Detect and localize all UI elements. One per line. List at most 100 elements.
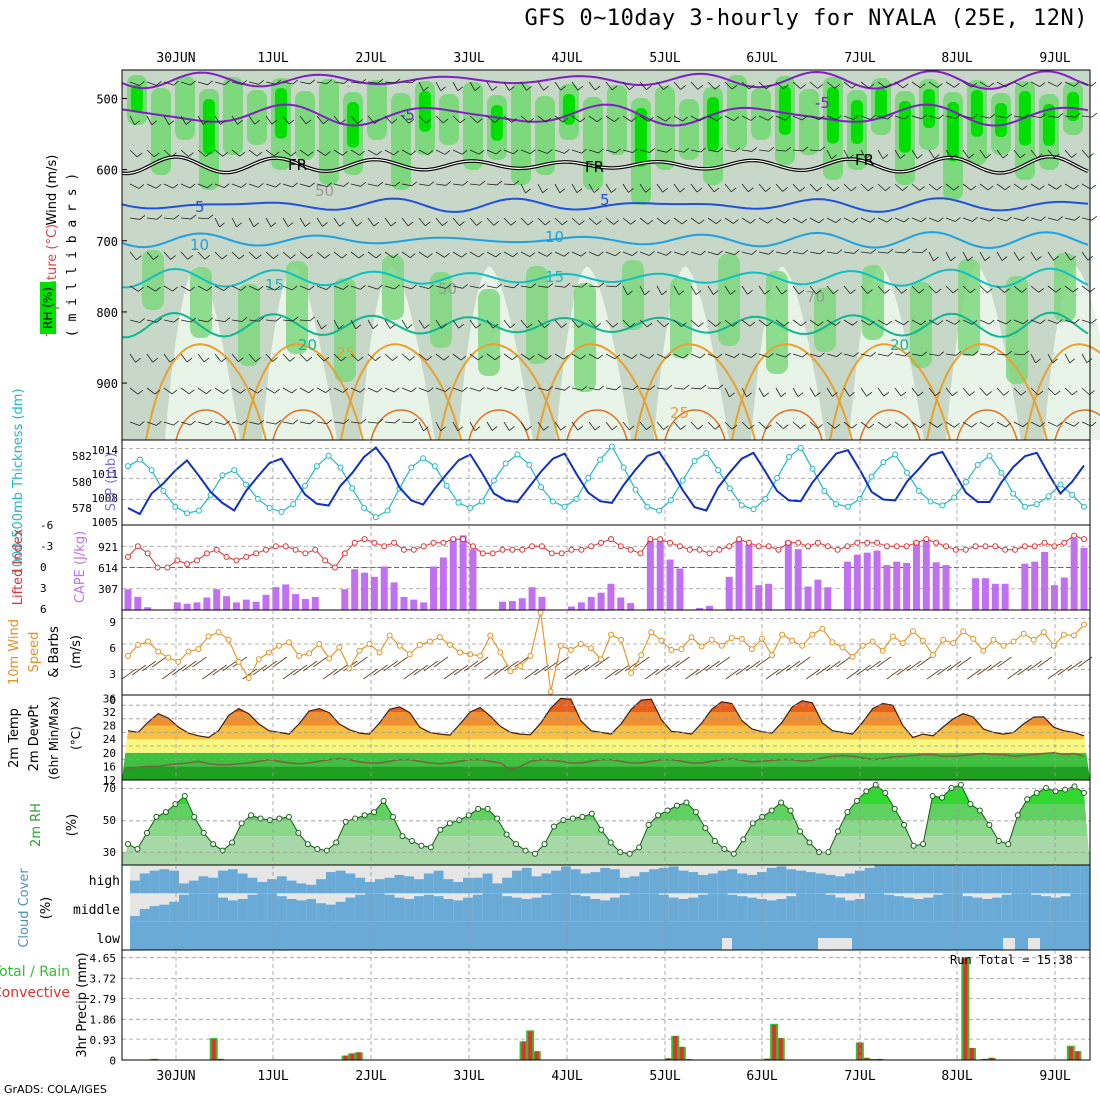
cloud-high-bar bbox=[188, 880, 200, 894]
wind-barb bbox=[967, 256, 974, 262]
wind-barb bbox=[214, 251, 223, 260]
wind-barb bbox=[639, 149, 650, 153]
wind-barb bbox=[537, 319, 545, 328]
rh-saturated-region bbox=[635, 108, 647, 167]
cloud-low-bar bbox=[835, 921, 846, 950]
wind-barb bbox=[299, 81, 310, 85]
precip-tick-label: 3.72 bbox=[90, 973, 117, 986]
wind-barb bbox=[401, 183, 412, 187]
cloud-middle-bar bbox=[766, 900, 778, 922]
wind-barb bbox=[537, 251, 548, 257]
wind-barb bbox=[758, 285, 766, 295]
wind-barb bbox=[537, 115, 547, 123]
precip-convective-bar bbox=[350, 1053, 355, 1060]
cloud-high-bar bbox=[952, 865, 964, 894]
wind-barb bbox=[129, 387, 139, 395]
wind-barb bbox=[588, 353, 598, 360]
wind-barb-10m bbox=[312, 656, 328, 668]
wind-barb bbox=[435, 81, 441, 92]
cloud-gap bbox=[286, 865, 298, 894]
wind-barb bbox=[493, 221, 500, 226]
lifted-index-marker bbox=[568, 546, 575, 553]
thickness-marker bbox=[467, 505, 474, 511]
wind-barb bbox=[545, 117, 552, 123]
cape-bar bbox=[735, 540, 743, 610]
cape-bar bbox=[617, 597, 625, 610]
wind-barb bbox=[435, 353, 445, 361]
wind-barb bbox=[877, 285, 885, 294]
wind-speed-marker bbox=[618, 636, 625, 643]
wind-barb bbox=[316, 81, 327, 85]
wind-speed-marker bbox=[497, 649, 504, 656]
wind-barb-10m bbox=[775, 664, 791, 676]
wind-barb bbox=[877, 353, 888, 357]
precip-convective-bar bbox=[666, 1058, 671, 1060]
rh-legend-swatch bbox=[40, 282, 56, 334]
wind-barb bbox=[724, 353, 735, 359]
contour-label: 50 bbox=[438, 280, 457, 298]
wind-barb bbox=[452, 183, 463, 186]
wind-barb bbox=[945, 387, 953, 396]
wind-speed-marker bbox=[436, 634, 443, 641]
wind-barb bbox=[666, 148, 672, 153]
cloud-middle-bar bbox=[825, 894, 836, 922]
wind-speed-marker bbox=[1050, 642, 1057, 649]
wind-barb bbox=[571, 319, 579, 328]
wind-barb bbox=[401, 387, 412, 393]
wind-barb bbox=[911, 319, 921, 326]
wind-barb bbox=[282, 217, 289, 227]
wind-barb bbox=[406, 324, 413, 329]
wind-barb bbox=[911, 387, 919, 397]
wind-barb bbox=[358, 356, 364, 362]
cape-bar bbox=[252, 601, 260, 610]
wind-barb bbox=[681, 322, 687, 328]
wind-barb bbox=[265, 387, 275, 394]
wind-barb bbox=[836, 249, 843, 254]
rh-saturated-region bbox=[899, 101, 911, 153]
wind-barb bbox=[469, 81, 476, 91]
cloud-low-bar bbox=[825, 921, 836, 950]
cloud-low-bar bbox=[306, 921, 317, 950]
wind-barb bbox=[1064, 285, 1074, 293]
contour-label: FR bbox=[288, 156, 307, 174]
wind-barb bbox=[292, 316, 299, 322]
wind-barb bbox=[571, 285, 582, 288]
cloud-low-bar bbox=[894, 921, 905, 950]
wind-barb bbox=[338, 324, 344, 330]
wind-barb bbox=[1018, 256, 1025, 261]
wind-barb bbox=[870, 248, 877, 254]
wind-barb bbox=[1030, 421, 1041, 427]
wind-barb bbox=[180, 81, 191, 86]
isotherm-20 bbox=[121, 311, 1089, 339]
rh-marker bbox=[342, 818, 349, 825]
cape-bar bbox=[587, 596, 595, 610]
cloud-high-bar bbox=[698, 874, 709, 894]
cloud-high-bar bbox=[159, 869, 170, 894]
ylabel-cloud-cover: Cloud Cover bbox=[17, 868, 32, 948]
cloud-gap bbox=[130, 893, 141, 922]
rh-marker bbox=[702, 825, 709, 832]
wind-barb bbox=[462, 284, 468, 289]
cloud-high-bar bbox=[316, 879, 327, 894]
isotherm-30 bbox=[956, 409, 1018, 441]
wind-barb bbox=[1091, 318, 1097, 324]
wind-barb bbox=[384, 251, 394, 259]
wind-barb bbox=[1056, 82, 1063, 87]
thickness-marker bbox=[290, 501, 297, 508]
wind-barb bbox=[350, 319, 357, 329]
cloud-middle-bar bbox=[286, 899, 298, 922]
wind-barb bbox=[662, 187, 668, 193]
cloud-middle-bar bbox=[521, 899, 533, 922]
wind-barb bbox=[206, 389, 212, 394]
cloud-high-bar bbox=[247, 877, 258, 894]
wind-barb bbox=[935, 288, 942, 294]
wind-barb bbox=[628, 85, 635, 91]
bottom-date-label: 6JUL bbox=[746, 1069, 777, 1084]
wind-barb bbox=[656, 387, 667, 390]
wind-barb bbox=[367, 387, 378, 393]
wind-barb bbox=[238, 254, 245, 260]
cloud-high-bar bbox=[1070, 865, 1081, 894]
thickness-tick-label: 578 bbox=[72, 502, 92, 515]
cloud-high-bar bbox=[727, 869, 738, 894]
rh-marker bbox=[929, 793, 936, 800]
